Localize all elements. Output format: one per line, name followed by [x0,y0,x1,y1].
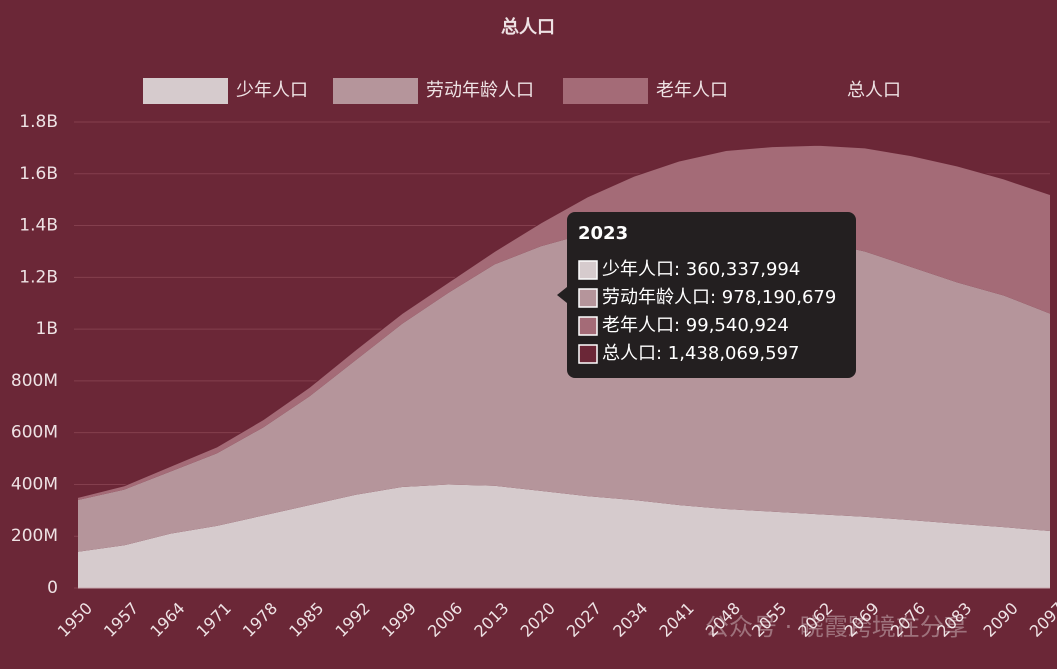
watermark: 公众号 · 晓霞跨境在分享 [705,613,968,641]
legend-swatch [563,78,648,104]
tooltip-swatch [578,344,598,364]
y-tick-label: 0 [47,578,58,598]
y-tick-label: 600M [11,423,58,443]
tooltip-row: 少年人口: 360,337,994 [602,259,800,280]
tooltip-sep: : [674,259,686,280]
tooltip-name: 少年人口 [602,259,674,280]
tooltip-swatch [578,260,598,280]
tooltip-name: 劳动年龄人口 [602,287,710,308]
legend-swatch [333,78,418,104]
y-tick-label: 400M [11,474,58,494]
y-tick-label: 1.2B [19,267,58,287]
tooltip-swatch [578,288,598,308]
tooltip-name: 老年人口 [602,315,674,336]
tooltip: 2023 少年人口: 360,337,994 劳动年龄人口: 978,190,679… [557,212,856,378]
tooltip-name: 总人口 [602,343,656,364]
tooltip-box [557,212,856,378]
tooltip-swatch [578,316,598,336]
y-tick-label: 1.4B [19,216,58,236]
y-tick-label: 1B [36,319,58,339]
y-tick-label: 1.6B [19,164,58,184]
tooltip-value: 978,190,679 [722,287,837,308]
line [77,144,1051,498]
tooltip-sep: : [656,343,668,364]
tooltip-sep: : [674,315,686,336]
y-tick-label: 200M [11,526,58,546]
tooltip-value: 99,540,924 [686,315,789,336]
tooltip-row: 老年人口: 99,540,924 [602,315,789,336]
legend-swatch [143,78,228,104]
tooltip-row: 劳动年龄人口: 978,190,679 [602,287,836,308]
legend-label: 老年人口 [656,80,728,101]
legend-label: 总人口 [847,80,901,101]
area [78,484,1050,588]
tooltip-title: 2023 [578,223,628,244]
y-tick-label: 1.8B [19,112,58,132]
chart-title: 总人口 [501,16,555,38]
tooltip-sep: : [710,287,722,308]
y-tick-label: 800M [11,371,58,391]
legend-label: 少年人口 [236,80,308,101]
tooltip-value: 360,337,994 [686,259,801,280]
legend-label: 劳动年龄人口 [426,80,534,101]
tooltip-row: 总人口: 1,438,069,597 [602,343,799,364]
legend-swatch [754,78,839,104]
tooltip-value: 1,438,069,597 [668,343,800,364]
